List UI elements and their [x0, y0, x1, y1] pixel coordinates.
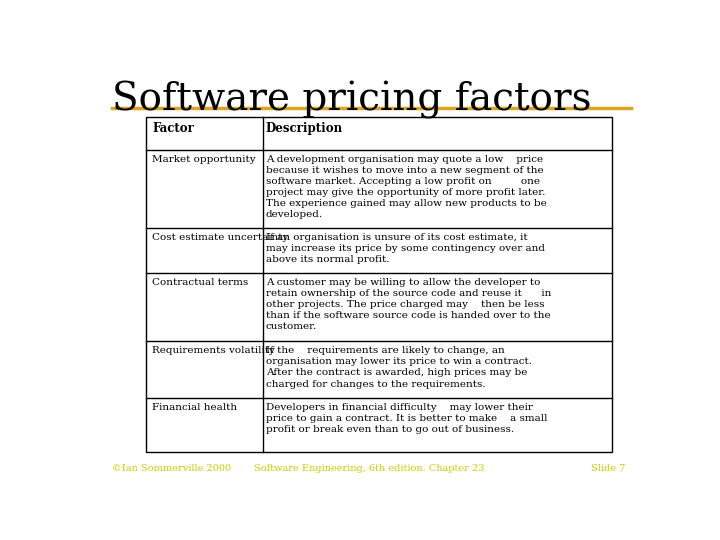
Text: Contractual terms: Contractual terms: [153, 278, 248, 287]
Text: Cost estimate uncertainty: Cost estimate uncertainty: [153, 233, 289, 242]
Text: A development organisation may quote a low    price
because it wishes to move in: A development organisation may quote a l…: [266, 155, 546, 219]
Text: Slide 7: Slide 7: [591, 464, 626, 473]
Text: Software Engineering, 6th edition. Chapter 23: Software Engineering, 6th edition. Chapt…: [253, 464, 485, 473]
Text: If an organisation is unsure of its cost estimate, it
may increase its price by : If an organisation is unsure of its cost…: [266, 233, 545, 264]
Text: A customer may be willing to allow the developer to
retain ownership of the sour: A customer may be willing to allow the d…: [266, 278, 551, 331]
Text: Market opportunity: Market opportunity: [153, 155, 256, 164]
Text: If the    requirements are likely to change, an
organisation may lower its price: If the requirements are likely to change…: [266, 346, 532, 389]
Text: Factor: Factor: [153, 122, 194, 135]
Text: ©Ian Sommerville 2000: ©Ian Sommerville 2000: [112, 464, 231, 473]
Text: Financial health: Financial health: [153, 403, 238, 412]
Text: Requirements volatility: Requirements volatility: [153, 346, 275, 355]
Text: Description: Description: [266, 122, 343, 135]
Text: Developers in financial difficulty    may lower their
price to gain a contract. : Developers in financial difficulty may l…: [266, 403, 547, 434]
Text: Software pricing factors: Software pricing factors: [112, 82, 592, 119]
